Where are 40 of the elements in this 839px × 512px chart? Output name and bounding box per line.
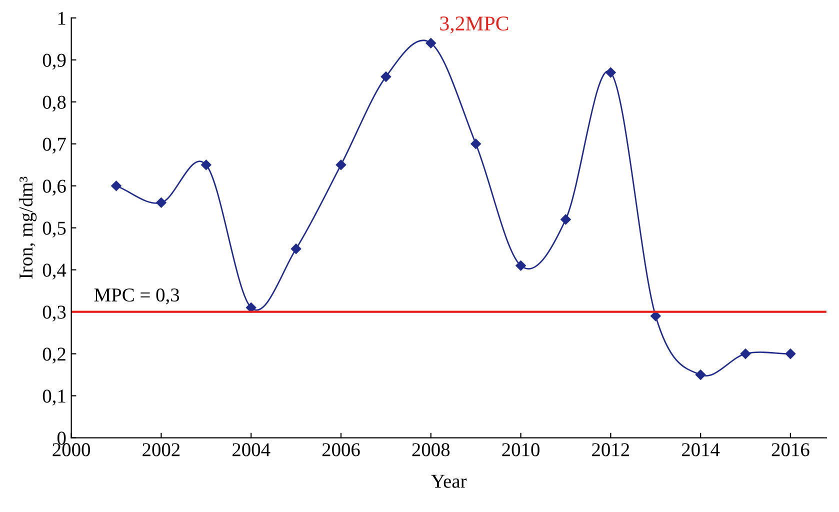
point xyxy=(246,302,256,313)
y-tick-label: 0,6 xyxy=(42,180,66,196)
ref-line-label: MPC = 0,3 xyxy=(94,288,180,304)
point xyxy=(380,72,392,82)
point xyxy=(426,38,436,48)
x-tick-label: 2012 xyxy=(592,443,630,456)
point xyxy=(201,160,212,170)
x-tick-label: 2004 xyxy=(232,443,270,456)
x-axis-title: Year xyxy=(431,474,467,488)
y-tick-label: 1 xyxy=(58,12,66,25)
y-tick-label: 0,4 xyxy=(42,264,66,280)
y-tick-label: 0,8 xyxy=(42,96,66,112)
point xyxy=(785,348,796,359)
point xyxy=(650,310,661,322)
y-tick-label: 0,5 xyxy=(42,222,66,238)
y-tick-label: 0,7 xyxy=(42,138,66,154)
y-tick-label: 0,2 xyxy=(42,348,66,364)
annotation: 3,2MPC xyxy=(440,16,508,34)
x-tick-label: 2010 xyxy=(502,443,540,456)
x-tick-label: 2002 xyxy=(142,443,180,456)
x-tick-label: 2014 xyxy=(682,443,720,456)
y-axis-title: Iron, mg/dm³ xyxy=(18,176,37,279)
point xyxy=(470,138,481,149)
y-tick-label: 0,3 xyxy=(42,306,66,322)
y-tick-label: 0,9 xyxy=(42,54,66,70)
point xyxy=(516,260,526,271)
point xyxy=(695,370,706,380)
x-tick-label: 2000 xyxy=(52,443,90,456)
point xyxy=(111,180,122,191)
y-tick-label: 0,1 xyxy=(42,390,66,406)
point xyxy=(156,198,166,208)
x-tick-label: 2008 xyxy=(412,443,450,456)
x-tick-label: 2016 xyxy=(772,443,810,456)
point xyxy=(290,244,302,254)
point xyxy=(606,67,616,78)
x-tick-label: 2006 xyxy=(322,443,360,456)
point xyxy=(740,348,751,359)
point xyxy=(560,214,571,225)
y-tick-label: 0 xyxy=(57,432,66,445)
point xyxy=(336,160,346,170)
